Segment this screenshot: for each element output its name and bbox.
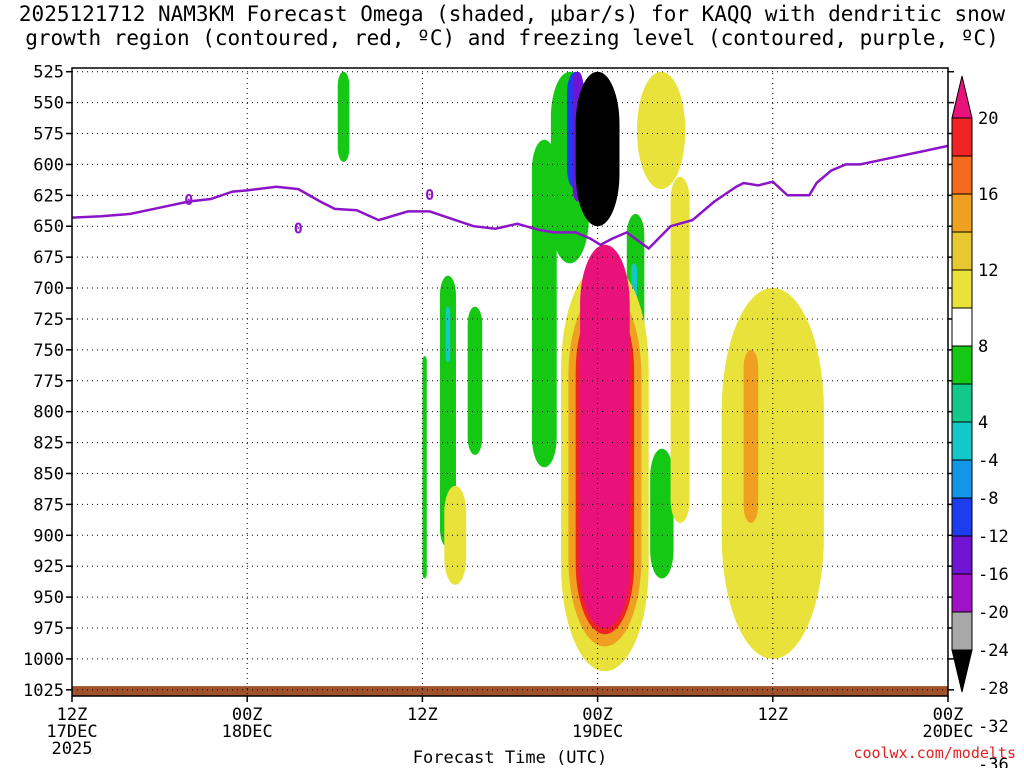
- freezing-level-line: [71, 144, 949, 251]
- x-tick-label: 00Z: [232, 705, 263, 725]
- colorbar-segment: [951, 573, 973, 613]
- y-tick-label: 950: [33, 588, 64, 608]
- credit-link[interactable]: coolwx.com/modelts: [853, 744, 1016, 762]
- x-tick-label: 12Z: [757, 705, 788, 725]
- colorbar-segment: [951, 307, 973, 347]
- y-tick-label: 925: [33, 557, 64, 577]
- colorbar-label: -32: [978, 717, 1009, 737]
- colorbar-cap-top: [951, 75, 973, 119]
- omega-region-4: [531, 139, 557, 468]
- colorbar-label: 8: [978, 337, 988, 357]
- x-tick-label: 19DEC: [572, 722, 623, 742]
- grid-lines: [71, 68, 949, 696]
- colorbar-segment: [951, 383, 973, 423]
- y-tick-label: 825: [33, 434, 64, 454]
- colorbar-label: 16: [978, 185, 998, 205]
- omega-region-12: [650, 448, 674, 579]
- colorbar-segment: [951, 421, 973, 461]
- colorbar-label: -36: [978, 755, 1009, 768]
- colorbar-label: 12: [978, 261, 998, 281]
- colorbar-label: -4: [978, 451, 998, 471]
- colorbar-segment: [951, 459, 973, 499]
- plot-area: [72, 71, 948, 696]
- y-tick-label: 975: [33, 619, 64, 639]
- y-tick-label: 775: [33, 372, 64, 392]
- omega-region-3: [467, 306, 483, 455]
- colorbar-segment: [951, 497, 973, 537]
- colorbar-label: -24: [978, 641, 1009, 661]
- y-tick-label: 1000: [23, 650, 64, 670]
- title-line-2: growth region (contoured, red, ºC) and f…: [25, 26, 999, 50]
- axes: 525 550 575 600 625 650 675 700 725 750 775 800 825 8…: [23, 63, 974, 759]
- y-tick-label: 700: [33, 279, 64, 299]
- omega-region-6: [445, 306, 451, 363]
- y-tick-label: 875: [33, 495, 64, 515]
- omega-region-1: [422, 356, 427, 579]
- colorbar-label: -20: [978, 603, 1009, 623]
- colorbar-label: -8: [978, 489, 998, 509]
- colorbar-segment: [951, 117, 973, 157]
- y-tick-label: 800: [33, 403, 64, 423]
- plot-frame: [71, 67, 949, 697]
- x-tick-label: 18DEC: [222, 722, 273, 742]
- omega-region-17: [444, 485, 467, 585]
- y-tick-label: 1025: [23, 681, 64, 701]
- x-tick-label: 00Z: [933, 705, 964, 725]
- y-tick-label: 675: [33, 248, 64, 268]
- colorbar-segment: [951, 535, 973, 575]
- freezing-level-contour: 0 0 0: [71, 144, 949, 251]
- freezing-level-label: 0: [425, 186, 434, 204]
- y-tick-label: 625: [33, 186, 64, 206]
- y-tick-label: 525: [33, 63, 64, 83]
- colorbar-label: -16: [978, 565, 1009, 585]
- colorbar-segment: [951, 155, 973, 195]
- x-tick-label: 00Z: [582, 705, 613, 725]
- omega-region-0: [337, 71, 350, 162]
- y-tick-label: 725: [33, 310, 64, 330]
- x-tick-label: 12Z: [407, 705, 438, 725]
- x-tick-label: 2025: [52, 739, 93, 759]
- omega-region-19: [670, 176, 690, 523]
- omega-region-18: [637, 71, 686, 190]
- freezing-level-label: 0: [184, 191, 193, 209]
- title-line-1: 2025121712 NAM3KM Forecast Omega (shaded…: [18, 2, 1006, 26]
- y-tick-label: 900: [33, 526, 64, 546]
- y-tick-label: 600: [33, 155, 64, 175]
- colorbar-label: 20: [978, 109, 998, 129]
- y-tick-label: 850: [33, 464, 64, 484]
- y-tick-label: 650: [33, 217, 64, 237]
- colorbar: 20 16 12 8 4 -4 -8 -12 -16 -20 -24 -28 -32 -36: [951, 75, 1009, 768]
- colorbar-label: -28: [978, 679, 1009, 699]
- omega-region-16: [580, 244, 630, 629]
- surface-ground: [72, 686, 948, 696]
- colorbar-segment: [951, 269, 973, 309]
- omega-region-21: [743, 349, 759, 523]
- x-tick-label: 12Z: [57, 705, 88, 725]
- y-tick-label: 550: [33, 94, 64, 114]
- freezing-level-label: 0: [294, 219, 303, 237]
- colorbar-label: 4: [978, 413, 988, 433]
- x-axis-label: Forecast Time (UTC): [413, 748, 607, 768]
- colorbar-segment: [951, 193, 973, 233]
- x-tick-label: 20DEC: [922, 722, 973, 742]
- y-tick-label: 575: [33, 125, 64, 145]
- colorbar-label: -12: [978, 527, 1009, 547]
- y-tick-label: 750: [33, 341, 64, 361]
- colorbar-segment: [951, 611, 973, 651]
- chart-title: 2025121712 NAM3KM Forecast Omega (shaded…: [0, 2, 1024, 50]
- x-tick-label: 17DEC: [46, 722, 97, 742]
- colorbar-segment: [951, 231, 973, 271]
- colorbar-segment: [951, 345, 973, 385]
- colorbar-cap-bottom: [951, 649, 973, 693]
